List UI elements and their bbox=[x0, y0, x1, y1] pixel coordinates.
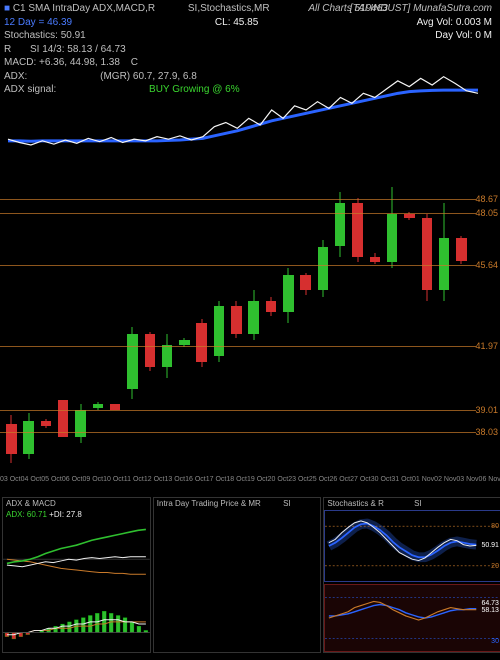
candle bbox=[110, 170, 121, 476]
date-tick: 25 Oct bbox=[309, 476, 330, 490]
date-tick: 31 Oct bbox=[391, 476, 412, 490]
date-tick: 04 Oct bbox=[21, 476, 42, 490]
indicator-panels: ADX & MACD ADX: 60.71 +DI: 27.8 Intra Da… bbox=[0, 495, 500, 655]
header-l1a: C1 SMA IntraDay ADX,MACD,R bbox=[13, 3, 155, 14]
candle bbox=[214, 170, 225, 476]
sma-line-chart bbox=[0, 60, 500, 160]
rsi-axis-label: 58.13 bbox=[481, 607, 499, 614]
candlestick-chart: 03 Oct04 Oct05 Oct06 Oct09 Oct10 Oct11 O… bbox=[0, 170, 500, 490]
candle bbox=[387, 170, 398, 476]
date-tick: 11 Oct bbox=[124, 476, 144, 490]
sma-val: 46.39 bbox=[47, 17, 72, 28]
rsi-lbl: R bbox=[4, 44, 11, 55]
candle bbox=[196, 170, 207, 476]
candle bbox=[248, 170, 259, 476]
adx-macd-panel: ADX & MACD ADX: 60.71 +DI: 27.8 bbox=[2, 497, 151, 653]
candle bbox=[58, 170, 69, 476]
panel-mid-title: Intra Day Trading Price & MR bbox=[157, 499, 261, 508]
date-tick: 23 Oct bbox=[288, 476, 309, 490]
candle bbox=[404, 170, 415, 476]
date-tick: 19 Oct bbox=[247, 476, 268, 490]
date-tick: 13 Oct bbox=[164, 476, 185, 490]
date-tick: 09 Oct bbox=[83, 476, 104, 490]
date-tick: 27 Oct bbox=[350, 476, 371, 490]
stoch-line: Stochastics: 50.91 bbox=[4, 30, 86, 41]
stoch-axis-label: 20 bbox=[491, 563, 499, 570]
panel-right-title: Stochastics & R bbox=[327, 499, 383, 508]
date-tick: 30 Oct bbox=[371, 476, 392, 490]
chart-header: ■ C1 SMA IntraDay ADX,MACD,R SI,Stochast… bbox=[0, 0, 500, 60]
candle bbox=[318, 170, 329, 476]
price-line-label: 48.67 bbox=[475, 194, 498, 204]
avgvol-lbl: Avg Vol: bbox=[417, 17, 454, 28]
date-tick: 06 Nov bbox=[479, 476, 500, 490]
price-line-label: 48.05 bbox=[475, 208, 498, 218]
intraday-panel: Intra Day Trading Price & MR SI bbox=[153, 497, 322, 653]
candle bbox=[231, 170, 242, 476]
date-axis: 03 Oct04 Oct05 Oct06 Oct09 Oct10 Oct11 O… bbox=[0, 476, 476, 490]
date-tick: 26 Oct bbox=[329, 476, 350, 490]
price-line-label: 38.03 bbox=[475, 427, 498, 437]
candle bbox=[75, 170, 86, 476]
candle bbox=[6, 170, 17, 476]
rsi-axis-label: 64.73 bbox=[481, 600, 499, 607]
cl-val: 45.85 bbox=[233, 17, 258, 28]
date-tick: 16 Oct bbox=[185, 476, 206, 490]
avgvol-val: 0.003 M bbox=[456, 17, 492, 28]
price-line-label: 41.97 bbox=[475, 341, 498, 351]
date-tick: 18 Oct bbox=[226, 476, 247, 490]
candle bbox=[283, 170, 294, 476]
cl-label: CL: bbox=[215, 17, 231, 28]
candle bbox=[127, 170, 138, 476]
candle bbox=[41, 170, 52, 476]
adx-readout-b: +DI: 27.8 bbox=[49, 510, 82, 519]
date-tick: 12 Oct bbox=[144, 476, 165, 490]
date-tick: 03 Oct bbox=[0, 476, 21, 490]
candle bbox=[370, 170, 381, 476]
date-tick: 01 Nov bbox=[412, 476, 434, 490]
header-l1b: SI,Stochastics,MR bbox=[188, 3, 270, 14]
date-tick: 06 Oct bbox=[62, 476, 83, 490]
stoch-rsi-panel: Stochastics & R SI 80 50.91 20 64.7358.13 3… bbox=[323, 497, 500, 653]
candle bbox=[439, 170, 450, 476]
price-line-label: 39.01 bbox=[475, 405, 498, 415]
candle bbox=[335, 170, 346, 476]
date-tick: 03 Nov bbox=[456, 476, 478, 490]
date-tick: 02 Nov bbox=[434, 476, 456, 490]
dayvol-val: 0 M bbox=[475, 30, 492, 41]
stoch-axis-label: 50.91 bbox=[481, 542, 499, 549]
price-line-label: 45.64 bbox=[475, 260, 498, 270]
dayvol-lbl: Day Vol: bbox=[435, 30, 472, 41]
candle bbox=[352, 170, 363, 476]
candle bbox=[179, 170, 190, 476]
sma-label: 12 Day = bbox=[4, 17, 44, 28]
date-tick: 20 Oct bbox=[268, 476, 289, 490]
rsi-val: SI 14/3: 58.13 / 64.73 bbox=[30, 44, 126, 55]
candle bbox=[266, 170, 277, 476]
header-right: [TAI INDUST] MunafaSutra.com bbox=[350, 2, 492, 16]
rsi-axis-label: 30 bbox=[491, 638, 499, 645]
candle bbox=[162, 170, 173, 476]
panel-right-title2: SI bbox=[414, 499, 422, 508]
date-tick: 17 Oct bbox=[206, 476, 227, 490]
date-tick: 05 Oct bbox=[41, 476, 62, 490]
stoch-axis-label: 80 bbox=[491, 523, 499, 530]
panel-left-title: ADX & MACD bbox=[6, 499, 56, 508]
candle bbox=[422, 170, 433, 476]
panel-mid-title2: SI bbox=[283, 499, 291, 508]
candle bbox=[300, 170, 311, 476]
candle bbox=[456, 170, 467, 476]
adx-readout-a: ADX: 60.71 bbox=[6, 510, 49, 519]
candle bbox=[93, 170, 104, 476]
candle bbox=[23, 170, 34, 476]
date-tick: 10 Oct bbox=[103, 476, 124, 490]
candle bbox=[145, 170, 156, 476]
